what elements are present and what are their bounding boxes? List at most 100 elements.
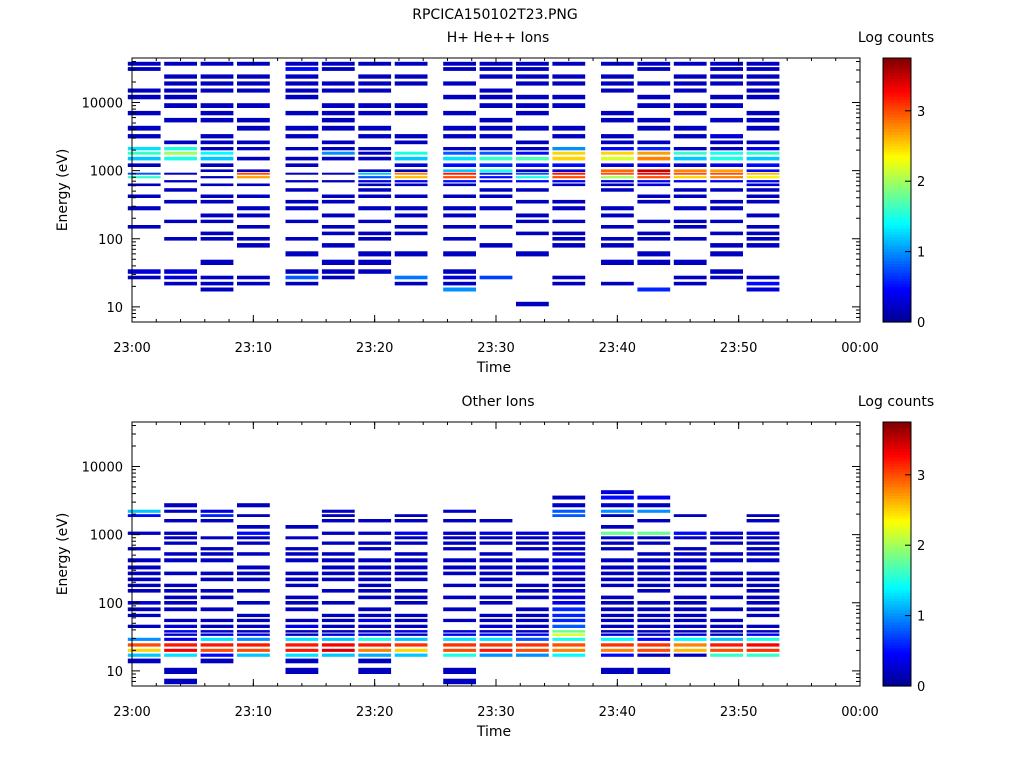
heatmap-cell <box>200 117 234 123</box>
heatmap-cell <box>746 643 780 647</box>
heatmap-cell <box>552 281 586 286</box>
colorbar-frame <box>882 421 912 687</box>
heatmap-cell <box>746 74 780 79</box>
heatmap-cell <box>516 301 549 307</box>
heatmap-cell <box>516 653 549 657</box>
colorbar-segment <box>883 559 911 564</box>
heatmap-cell <box>164 156 197 161</box>
heatmap-cell <box>394 613 428 618</box>
heatmap-cell <box>358 269 392 274</box>
y-tick-label: 10000 <box>82 97 123 112</box>
heatmap-cell <box>394 172 428 175</box>
colorbar-segment <box>883 448 911 452</box>
colorbar-segment <box>883 134 911 138</box>
heatmap-cell <box>552 643 586 647</box>
heatmap-cell <box>321 630 355 633</box>
x-tick-label: 23:50 <box>720 705 757 720</box>
heatmap-cell <box>443 194 476 198</box>
heatmap-cell <box>746 147 780 151</box>
heatmap-cell <box>552 94 586 100</box>
heatmap-cell <box>516 147 549 151</box>
heatmap-cell <box>443 509 476 513</box>
colorbar-segment <box>883 280 911 285</box>
heatmap-cell <box>479 103 513 108</box>
heatmap-cell <box>127 156 161 161</box>
heatmap-cell <box>552 183 586 187</box>
heatmap-cell <box>394 653 428 657</box>
heatmap-cell <box>637 509 671 513</box>
heatmap-cell <box>164 552 197 556</box>
heatmap-cell <box>285 624 319 628</box>
heatmap-cell <box>443 163 476 167</box>
colorbar-segment <box>883 234 911 238</box>
heatmap-cell <box>321 275 355 280</box>
colorbar-segment <box>883 231 911 235</box>
heatmap-cell <box>710 275 743 280</box>
colorbar-segment <box>883 501 911 505</box>
heatmap-cell <box>321 552 355 556</box>
heatmap-cell <box>479 151 513 155</box>
heatmap-cell <box>285 577 319 582</box>
heatmap-cell <box>552 61 586 66</box>
heatmap-cell <box>746 287 780 292</box>
heatmap-cell <box>479 225 513 229</box>
heatmap-cell <box>358 547 392 551</box>
colorbar-segment <box>883 283 911 288</box>
heatmap-cell <box>601 134 634 139</box>
heatmap-cell <box>710 219 743 224</box>
heatmap-cell <box>479 577 513 582</box>
heatmap-cell <box>321 140 355 145</box>
heatmap-cell <box>358 151 392 155</box>
heatmap-cell <box>443 269 476 274</box>
heatmap-cell <box>516 199 549 204</box>
heatmap-cell <box>164 531 197 535</box>
heatmap-cell <box>746 536 780 540</box>
heatmap-cell <box>552 163 586 167</box>
colorbar-segment <box>883 627 911 631</box>
colorbar-segment <box>883 119 911 124</box>
heatmap-cell <box>479 243 513 248</box>
heatmap-cell <box>285 653 319 657</box>
heatmap-cell <box>164 151 197 155</box>
heatmap-cell <box>164 624 197 628</box>
heatmap-cell <box>127 134 161 139</box>
heatmap-cell <box>164 172 197 175</box>
heatmap-cell <box>164 61 197 66</box>
heatmap-cell <box>516 172 549 175</box>
x-tick-label: 00:00 <box>841 341 878 356</box>
colorbar-tick-label: 3 <box>917 469 925 484</box>
colorbar-segment <box>883 172 911 176</box>
heatmap-cell <box>552 618 586 623</box>
heatmap-cell <box>358 607 392 612</box>
heatmap-cell <box>237 169 270 172</box>
x-axis-label: Time <box>476 360 511 376</box>
heatmap-cell <box>127 653 161 657</box>
heatmap-cell <box>443 565 476 570</box>
heatmap-cell <box>673 169 707 172</box>
colorbar-segment <box>883 192 911 197</box>
heatmap-cell <box>479 88 513 93</box>
colorbar-frame <box>882 57 912 323</box>
heatmap-cell <box>358 134 392 139</box>
heatmap-cell <box>637 552 671 556</box>
colorbar-segment <box>883 175 911 179</box>
colorbar-segment <box>883 515 911 520</box>
heatmap-cell <box>321 180 355 183</box>
heatmap-cell <box>479 613 513 618</box>
heatmap-cell <box>285 618 319 623</box>
colorbar-segment <box>883 424 911 429</box>
colorbar-segment <box>883 316 911 320</box>
heatmap-cell <box>601 601 634 605</box>
colorbar-segment <box>883 580 911 584</box>
heatmap-cell <box>237 243 270 248</box>
heatmap-cell <box>601 509 634 513</box>
heatmap-cell <box>710 571 743 576</box>
heatmap-cell <box>358 595 392 600</box>
heatmap-cell <box>200 595 234 600</box>
heatmap-cell <box>127 583 161 588</box>
heatmap-cell <box>552 103 586 108</box>
colorbar-segment <box>883 539 911 543</box>
heatmap-cell <box>164 88 197 93</box>
heatmap-cell <box>746 117 780 123</box>
heatmap-cell <box>552 219 586 224</box>
